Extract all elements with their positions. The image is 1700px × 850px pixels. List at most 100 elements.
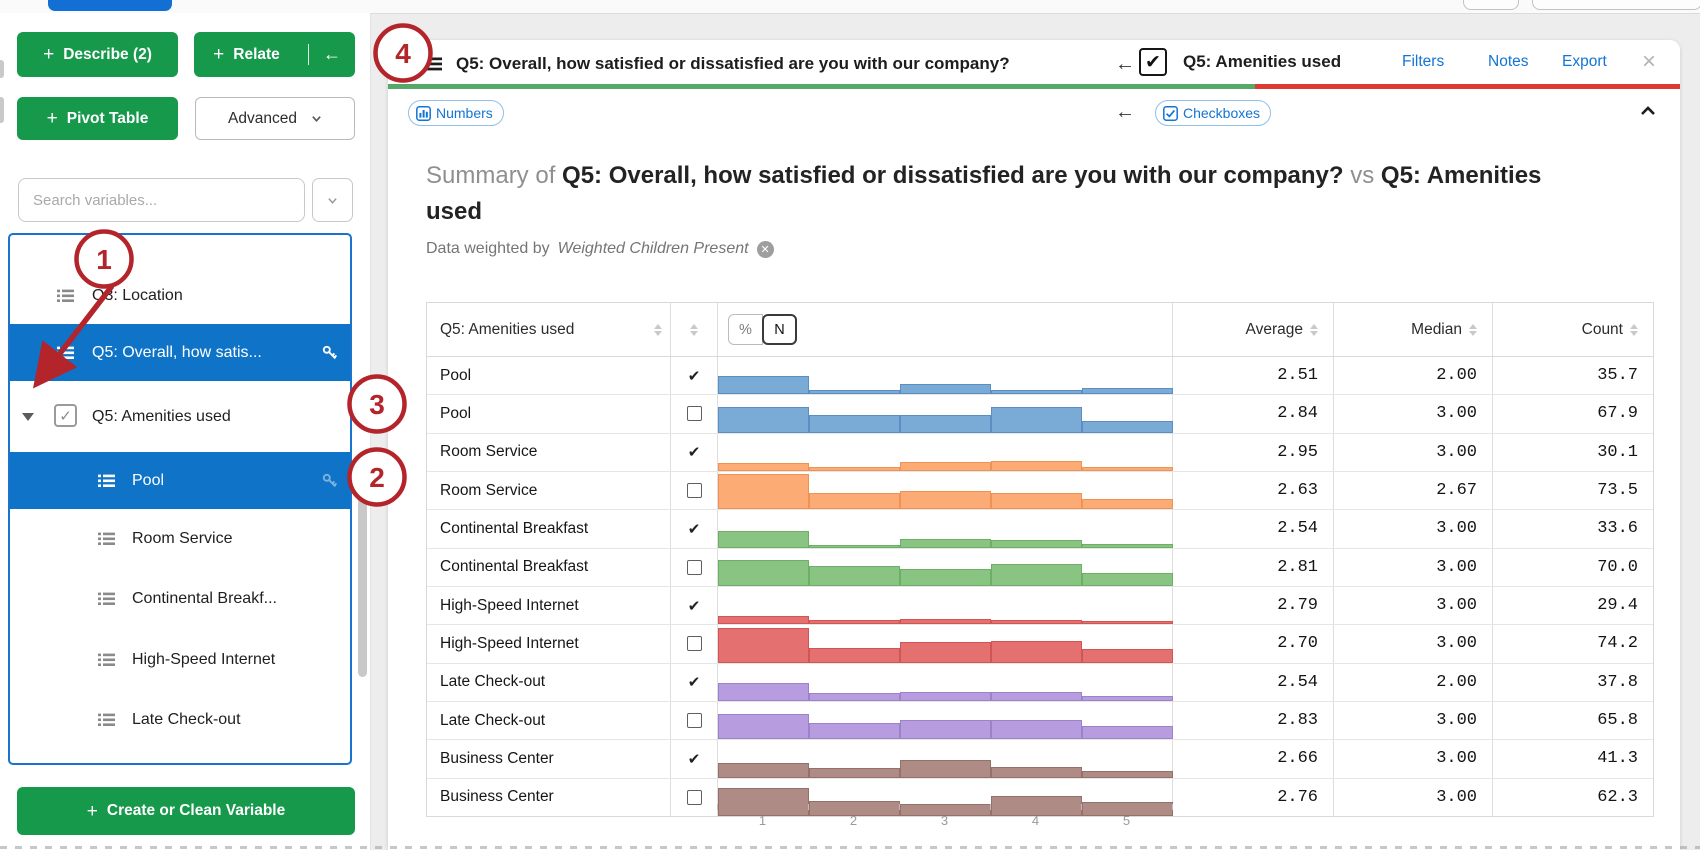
row-label: Late Check-out: [440, 711, 546, 729]
average-cell-value: 2.81: [1277, 557, 1318, 577]
row-selection-cell: ✔: [671, 586, 718, 625]
close-icon[interactable]: ×: [1642, 48, 1657, 75]
row-selection-cell: ✔: [671, 433, 718, 471]
sort-icon[interactable]: [1469, 323, 1477, 336]
table-row-late-check-out-checked: Late Check-out ✔ 2.54 2.00 37.8: [427, 663, 1653, 702]
notes-link[interactable]: Notes: [1488, 53, 1529, 70]
histogram-bar: [900, 461, 991, 471]
sort-icon[interactable]: [690, 323, 698, 336]
sidebar-item-q3-location[interactable]: Q3: Location: [10, 267, 350, 324]
table-row-business-center-unchecked: Business Center 2.76 3.00 62.3: [427, 778, 1653, 816]
row-label-cell: Continental Breakfast: [427, 510, 671, 548]
export-link[interactable]: Export: [1562, 53, 1607, 70]
sidebar-item-q5-amenities-used[interactable]: ✓ Q5: Amenities used: [10, 388, 350, 445]
create-or-clean-variable-button[interactable]: + Create or Clean Variable: [17, 787, 355, 835]
sidebar-item-continental-breakf[interactable]: Continental Breakf...: [10, 570, 350, 627]
remove-weight-icon[interactable]: ✕: [756, 240, 774, 258]
histogram: [718, 625, 1173, 663]
histogram-bar: [900, 691, 991, 701]
histogram-bar: [991, 719, 1082, 740]
filters-link[interactable]: Filters: [1402, 53, 1445, 70]
describe-button-label: Describe (2): [63, 45, 152, 63]
search-options-dropdown[interactable]: [312, 178, 353, 222]
checkboxes-badge[interactable]: Checkboxes: [1155, 100, 1272, 126]
histogram-bar: [809, 693, 900, 701]
histogram-bar: [991, 492, 1082, 510]
table-row-late-check-out-unchecked: Late Check-out 2.83 3.00 65.8: [427, 701, 1653, 741]
sidebar: + Describe (2) + Relate ← + Pivot Table …: [0, 13, 371, 850]
expand-triangle-icon[interactable]: [22, 413, 34, 421]
histogram-bar: [718, 530, 809, 548]
histogram-bar: [900, 760, 991, 778]
advanced-dropdown-label: Advanced: [228, 109, 297, 127]
relate-button-label: Relate: [233, 45, 280, 63]
row-histogram-cell: [718, 395, 1173, 433]
header-selection[interactable]: [671, 303, 718, 356]
table-row-continental-breakfast-checked: Continental Breakfast ✔ 2.54 3.00 33.6: [427, 510, 1653, 549]
top-strip: [0, 0, 1700, 14]
numbers-badge[interactable]: Numbers: [408, 100, 504, 126]
histogram-bar: [991, 641, 1082, 663]
header-variable[interactable]: Q5: Amenities used: [427, 303, 671, 356]
header-count[interactable]: Count: [1493, 303, 1653, 356]
table-row-room-service-checked: Room Service ✔ 2.95 3.00 30.1: [427, 433, 1653, 472]
key-icon: [322, 345, 338, 361]
search-input[interactable]: [18, 178, 305, 222]
checked-mark-icon: ✔: [687, 674, 701, 692]
relate-button-main[interactable]: + Relate: [194, 45, 299, 64]
top-right-cutoff-button-2[interactable]: [1532, 0, 1700, 10]
row-label: Business Center: [440, 749, 554, 767]
percent-toggle-button[interactable]: %: [728, 314, 763, 345]
sort-icon[interactable]: [654, 323, 662, 336]
weight-name: Weighted Children Present: [557, 240, 749, 257]
categorical-list-icon: [98, 592, 115, 606]
table-row-high-speed-internet-checked: High-Speed Internet ✔ 2.79 3.00 29.4: [427, 586, 1653, 626]
describe-button[interactable]: + Describe (2): [17, 32, 178, 77]
collapse-chevron-up-icon[interactable]: [1640, 106, 1656, 116]
table-body: Pool ✔ 2.51 2.00 35.7 Pool 2.84 3.00 67.9 Room Se…: [427, 357, 1653, 816]
row-selection-cell: [671, 778, 718, 816]
histogram-bar: [718, 560, 809, 586]
row-label: Continental Breakfast: [440, 519, 589, 537]
count-cell-value: 37.8: [1597, 672, 1638, 692]
histogram-bar: [809, 493, 900, 510]
median-cell-value: 2.00: [1436, 672, 1477, 692]
sidebar-item-high-speed-internet[interactable]: High-Speed Internet: [10, 631, 350, 688]
average-cell-value: 2.95: [1277, 442, 1318, 462]
summary-table: Q5: Amenities used % N Average: [426, 302, 1654, 817]
header-average[interactable]: Average: [1173, 303, 1334, 356]
weight-prefix: Data weighted by: [426, 240, 550, 257]
histogram-bar: [1082, 573, 1173, 586]
pivot-table-button[interactable]: + Pivot Table: [17, 97, 178, 140]
top-right-cutoff-button-1[interactable]: [1463, 0, 1519, 10]
header-distribution: % N: [718, 303, 1173, 356]
right-variable-checkbox[interactable]: ✔: [1139, 48, 1167, 76]
table-row-continental-breakfast-unchecked: Continental Breakfast 2.81 3.00 70.0: [427, 548, 1653, 587]
sidebar-item-room-service[interactable]: Room Service: [10, 510, 350, 567]
histogram-bar: [900, 568, 991, 586]
sidebar-item-late-check-out[interactable]: Late Check-out: [10, 691, 350, 748]
summary-heading: Summary of Q5: Overall, how satisfied or…: [426, 158, 1546, 230]
histogram-bar: [718, 762, 809, 778]
variable-checkbox[interactable]: ✓: [54, 404, 77, 427]
sidebar-scrollbar-thumb[interactable]: [358, 455, 367, 677]
checked-mark-icon: ✔: [687, 520, 701, 538]
advanced-dropdown[interactable]: Advanced: [195, 97, 355, 140]
relate-button[interactable]: + Relate ←: [194, 32, 355, 77]
checked-mark-icon: ✔: [687, 597, 701, 615]
axes-back-arrow[interactable]: ←: [1115, 101, 1135, 123]
table-row-high-speed-internet-unchecked: High-Speed Internet 2.70 3.00 74.2: [427, 625, 1653, 664]
sort-icon[interactable]: [1310, 323, 1318, 336]
header-median[interactable]: Median: [1334, 303, 1493, 356]
axis-label: 4: [1031, 813, 1040, 828]
relate-back-arrow[interactable]: ←: [308, 44, 355, 65]
row-histogram-cell: [718, 740, 1173, 778]
top-cutoff-tab[interactable]: [48, 0, 172, 11]
sidebar-item-pool[interactable]: Pool: [10, 452, 350, 509]
sort-icon[interactable]: [1630, 323, 1638, 336]
sidebar-item-q5-overall-how-satis[interactable]: Q5: Overall, how satis...: [10, 324, 350, 381]
histogram-bar: [1082, 771, 1173, 778]
swap-back-arrow[interactable]: ←: [1115, 53, 1135, 75]
n-toggle-button[interactable]: N: [762, 314, 797, 345]
categorical-list-icon: [57, 346, 74, 360]
